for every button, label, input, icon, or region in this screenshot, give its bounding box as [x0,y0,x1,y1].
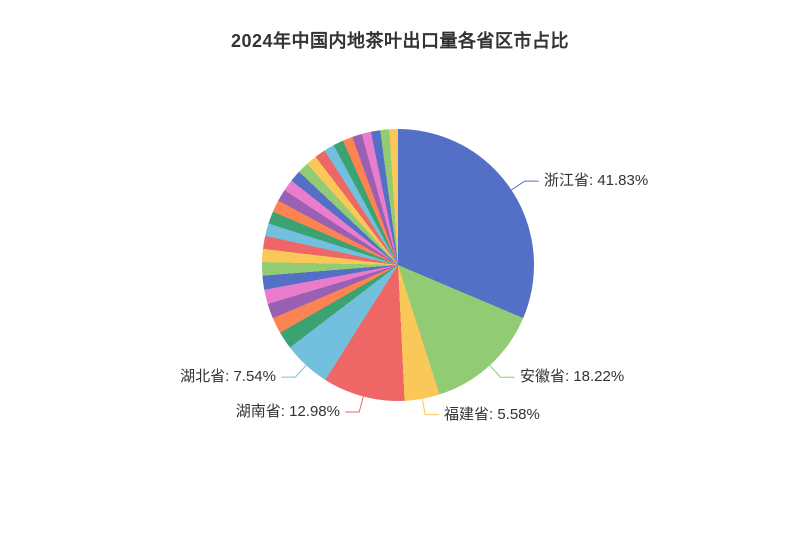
slice-label-hunan: 湖南省: 12.98% [235,403,340,420]
slice-label-fujian: 福建省: 5.58% [444,406,540,423]
leader-line-anhui [489,365,515,378]
slice-label-hubei: 湖北省: 7.54% [180,368,276,385]
chart-title: 2024年中国内地茶叶出口量各省区市占比 [230,31,570,51]
leader-line-hunan [345,396,364,413]
leader-line-hubei [281,364,307,378]
slice-label-anhui: 安徽省: 18.22% [520,368,625,385]
slice-label-zhejiang: 浙江省: 41.83% [544,172,649,189]
pie-chart[interactable] [262,129,534,401]
leader-line-zhejiang [511,180,539,191]
leader-line-fujian [421,398,440,416]
